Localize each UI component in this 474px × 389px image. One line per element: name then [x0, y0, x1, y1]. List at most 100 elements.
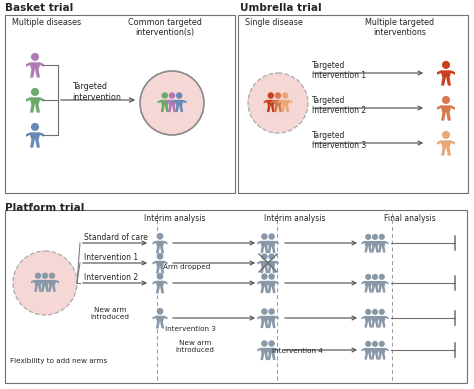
Polygon shape: [437, 70, 455, 86]
Text: New arm
introduced: New arm introduced: [91, 307, 129, 320]
Text: Single disease: Single disease: [245, 18, 303, 27]
Text: Targeted
intervention 2: Targeted intervention 2: [312, 96, 366, 116]
Polygon shape: [157, 100, 172, 112]
Text: Arm dropped: Arm dropped: [163, 264, 210, 270]
Circle shape: [372, 274, 378, 280]
Text: Flexibility to add new arms: Flexibility to add new arms: [10, 358, 107, 364]
Polygon shape: [264, 241, 279, 253]
Polygon shape: [153, 281, 167, 293]
Circle shape: [365, 274, 371, 280]
Polygon shape: [361, 241, 375, 252]
Polygon shape: [264, 316, 279, 328]
Polygon shape: [38, 280, 52, 292]
Polygon shape: [375, 281, 389, 293]
Polygon shape: [375, 348, 389, 359]
Circle shape: [379, 341, 385, 347]
Polygon shape: [264, 281, 279, 293]
Circle shape: [372, 309, 378, 315]
Circle shape: [268, 308, 275, 315]
Text: Multiple targeted
interventions: Multiple targeted interventions: [365, 18, 435, 37]
Text: Interim analysis: Interim analysis: [144, 214, 206, 223]
Circle shape: [379, 309, 385, 315]
Polygon shape: [368, 348, 382, 359]
Circle shape: [275, 92, 281, 99]
Polygon shape: [165, 100, 179, 112]
Polygon shape: [375, 241, 389, 252]
Circle shape: [442, 131, 450, 139]
Circle shape: [31, 123, 39, 131]
Circle shape: [35, 273, 41, 279]
Polygon shape: [361, 281, 375, 293]
Circle shape: [261, 308, 268, 315]
Circle shape: [442, 96, 450, 104]
Text: Platform trial: Platform trial: [5, 203, 84, 213]
Polygon shape: [368, 316, 382, 328]
Polygon shape: [368, 241, 382, 252]
Polygon shape: [153, 241, 167, 254]
Bar: [5, 15, 235, 193]
Polygon shape: [257, 241, 272, 253]
Polygon shape: [264, 100, 278, 112]
Circle shape: [379, 234, 385, 240]
Circle shape: [140, 71, 204, 135]
Circle shape: [442, 61, 450, 69]
Text: Umbrella trial: Umbrella trial: [240, 3, 322, 13]
Circle shape: [31, 88, 39, 96]
Text: Standard of care: Standard of care: [84, 233, 148, 242]
Polygon shape: [26, 62, 44, 77]
Polygon shape: [26, 97, 44, 112]
Text: Intervention 2: Intervention 2: [84, 273, 138, 282]
Text: Intervention 1: Intervention 1: [84, 253, 138, 262]
Circle shape: [261, 273, 268, 280]
Polygon shape: [172, 100, 186, 112]
Circle shape: [282, 92, 289, 99]
Polygon shape: [361, 348, 375, 359]
Circle shape: [42, 273, 48, 279]
Polygon shape: [257, 261, 272, 273]
Circle shape: [248, 73, 308, 133]
Circle shape: [268, 233, 275, 240]
Circle shape: [379, 274, 385, 280]
Polygon shape: [31, 280, 45, 292]
Circle shape: [31, 53, 39, 61]
Circle shape: [156, 233, 164, 240]
Polygon shape: [264, 348, 279, 360]
Text: Basket trial: Basket trial: [5, 3, 73, 13]
Circle shape: [268, 273, 275, 280]
Polygon shape: [257, 281, 272, 293]
Text: Targeted
intervention 1: Targeted intervention 1: [312, 61, 366, 81]
Text: Final analysis: Final analysis: [384, 214, 436, 223]
Circle shape: [365, 309, 371, 315]
Circle shape: [261, 340, 268, 347]
Polygon shape: [278, 100, 292, 112]
Polygon shape: [271, 100, 285, 112]
Text: Intervention 3: Intervention 3: [165, 326, 216, 332]
Circle shape: [162, 92, 168, 99]
Circle shape: [261, 233, 268, 240]
Circle shape: [176, 92, 182, 99]
Circle shape: [156, 273, 164, 280]
Bar: [238, 15, 468, 193]
Circle shape: [49, 273, 55, 279]
Polygon shape: [257, 348, 272, 360]
Polygon shape: [437, 140, 455, 156]
Text: Interim analysis: Interim analysis: [264, 214, 326, 223]
Polygon shape: [368, 281, 382, 293]
Circle shape: [156, 253, 164, 259]
Circle shape: [169, 92, 175, 99]
Text: New arm
introduced: New arm introduced: [175, 340, 215, 353]
Polygon shape: [264, 261, 279, 273]
Circle shape: [267, 92, 274, 99]
Text: Intervention 4: Intervention 4: [272, 348, 323, 354]
Polygon shape: [153, 261, 167, 273]
Circle shape: [268, 253, 275, 260]
Bar: [5, 210, 467, 383]
Circle shape: [372, 341, 378, 347]
Circle shape: [261, 253, 268, 260]
Polygon shape: [45, 280, 59, 292]
Polygon shape: [257, 316, 272, 328]
Polygon shape: [375, 316, 389, 328]
Polygon shape: [361, 316, 375, 328]
Polygon shape: [437, 105, 455, 121]
Circle shape: [268, 340, 275, 347]
